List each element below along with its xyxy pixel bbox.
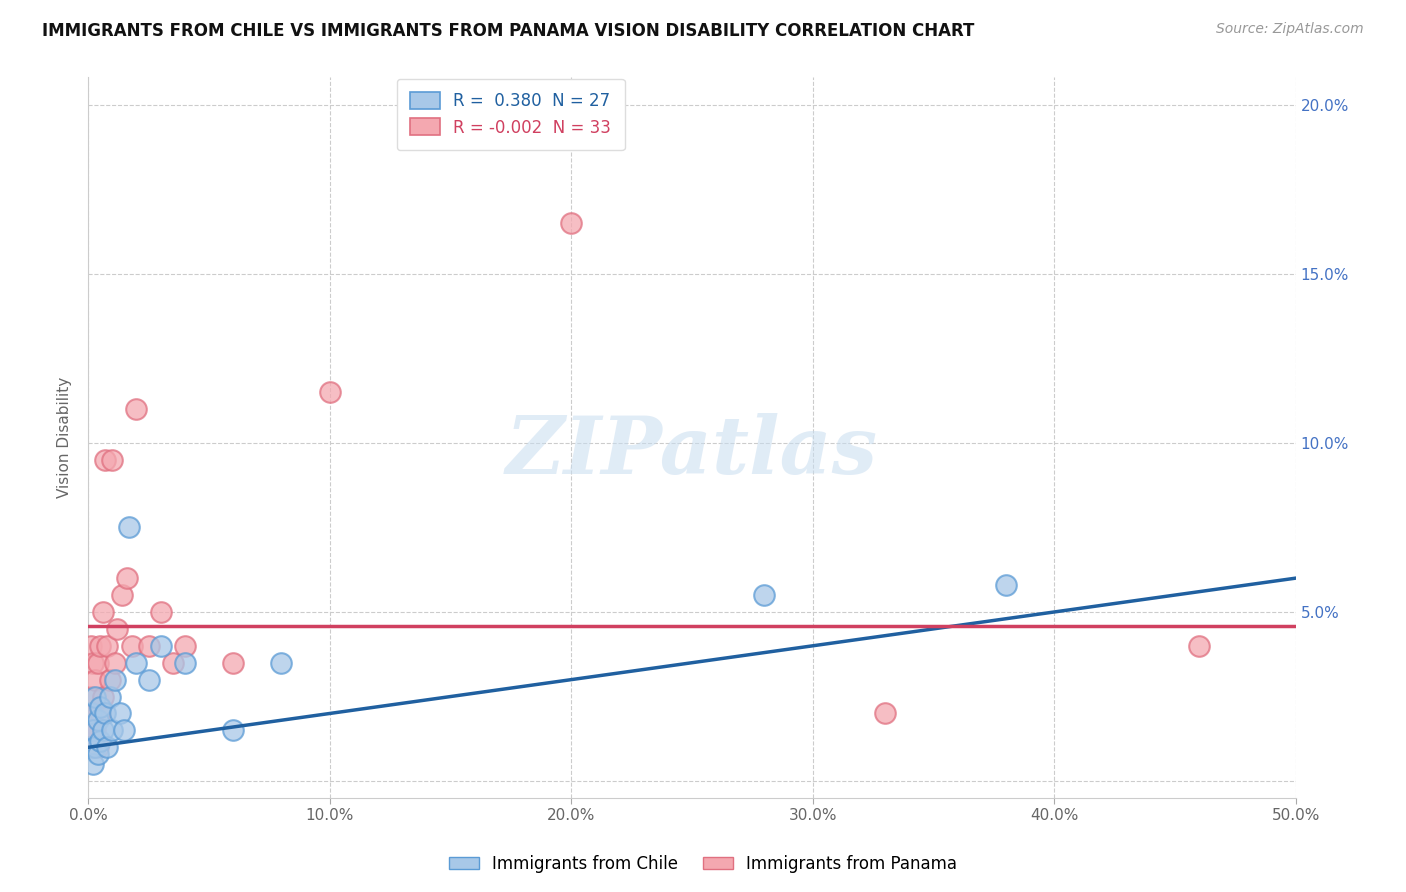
Point: [149, 639, 172, 653]
Point: [84, 673, 107, 687]
Point: [82, 656, 104, 670]
Point: [173, 656, 195, 670]
Point: [560, 216, 582, 230]
Point: [84, 690, 107, 704]
Point: [101, 452, 124, 467]
Point: [270, 656, 292, 670]
Point: [111, 588, 134, 602]
Point: [94, 452, 117, 467]
Point: [79, 706, 101, 721]
Point: [91, 605, 114, 619]
Text: Source: ZipAtlas.com: Source: ZipAtlas.com: [1216, 22, 1364, 37]
Point: [96, 740, 118, 755]
Point: [104, 656, 127, 670]
Point: [84, 723, 107, 738]
Point: [222, 656, 245, 670]
Point: [754, 588, 776, 602]
Point: [89, 733, 111, 747]
Point: [79, 690, 101, 704]
Point: [98, 690, 121, 704]
Point: [94, 706, 117, 721]
Point: [173, 639, 195, 653]
Point: [1188, 639, 1211, 653]
Point: [96, 639, 118, 653]
Point: [87, 747, 110, 761]
Point: [118, 520, 141, 534]
Point: [115, 571, 138, 585]
Point: [79, 639, 101, 653]
Point: [104, 673, 127, 687]
Text: ZIPatlas: ZIPatlas: [506, 413, 877, 491]
Point: [87, 656, 110, 670]
Point: [91, 690, 114, 704]
Point: [79, 740, 101, 755]
Point: [87, 713, 110, 727]
Point: [149, 605, 172, 619]
Point: [89, 699, 111, 714]
Point: [82, 723, 104, 738]
Point: [318, 385, 340, 400]
Point: [82, 757, 104, 772]
Point: [87, 740, 110, 755]
Legend: Immigrants from Chile, Immigrants from Panama: Immigrants from Chile, Immigrants from P…: [441, 848, 965, 880]
Point: [89, 639, 111, 653]
Point: [98, 673, 121, 687]
Text: IMMIGRANTS FROM CHILE VS IMMIGRANTS FROM PANAMA VISION DISABILITY CORRELATION CH: IMMIGRANTS FROM CHILE VS IMMIGRANTS FROM…: [42, 22, 974, 40]
Point: [101, 723, 124, 738]
Y-axis label: Vision Disability: Vision Disability: [58, 377, 72, 499]
Point: [84, 740, 107, 755]
Point: [138, 639, 160, 653]
Point: [105, 622, 128, 636]
Point: [138, 673, 160, 687]
Point: [89, 706, 111, 721]
Point: [873, 706, 896, 721]
Legend: R =  0.380  N = 27, R = -0.002  N = 33: R = 0.380 N = 27, R = -0.002 N = 33: [396, 78, 624, 150]
Point: [222, 723, 245, 738]
Point: [79, 723, 101, 738]
Point: [82, 740, 104, 755]
Point: [125, 402, 148, 417]
Point: [162, 656, 184, 670]
Point: [82, 706, 104, 721]
Point: [994, 578, 1017, 592]
Point: [125, 656, 148, 670]
Point: [91, 723, 114, 738]
Point: [121, 639, 143, 653]
Point: [108, 706, 131, 721]
Point: [112, 723, 135, 738]
